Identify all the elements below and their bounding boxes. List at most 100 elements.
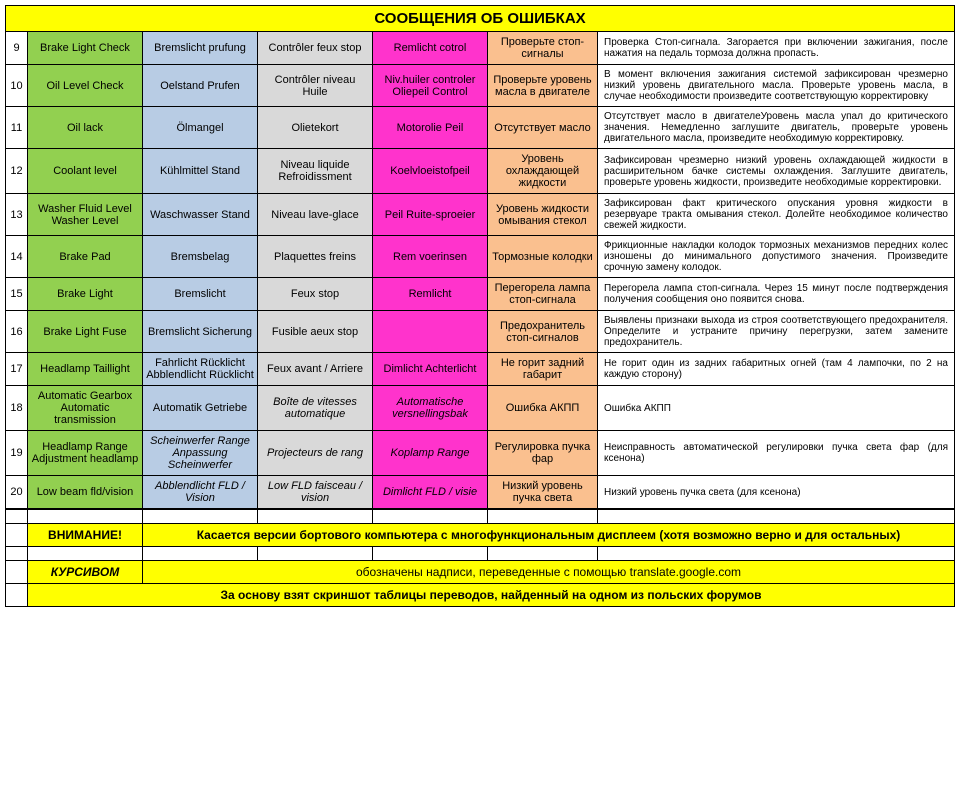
cell-en: Headlamp Range Adjustment headlamp: [28, 431, 143, 476]
cell-desc: Фрикционные накладки колодок тормозных м…: [598, 236, 955, 278]
cell-desc: Не горит один из задних габаритных огней…: [598, 353, 955, 386]
cell-fr: Projecteurs de rang: [258, 431, 373, 476]
cell-nl: Dimlicht FLD / visie: [373, 476, 488, 509]
cell-desc: Проверка Стоп-сигнала. Загорается при вк…: [598, 32, 955, 65]
cell-fr: Niveau liquide Refroidissment: [258, 149, 373, 194]
cell-nl: Remlicht cotrol: [373, 32, 488, 65]
cell-fr: Olietekort: [258, 107, 373, 149]
cell-fr: Feux stop: [258, 278, 373, 311]
table-row: 14Brake PadBremsbelagPlaquettes freinsRe…: [6, 236, 955, 278]
cell-de: Ölmangel: [143, 107, 258, 149]
cell-num: 18: [6, 386, 28, 431]
table-row: 10Oil Level CheckOelstand PrufenContrôle…: [6, 65, 955, 107]
cell-en: Brake Light Fuse: [28, 311, 143, 353]
cell-nl: Niv.huiler controler Oliepeil Control: [373, 65, 488, 107]
cell-desc: Отсутствует масло в двигателеУровень мас…: [598, 107, 955, 149]
cell-en: Automatic Gearbox Automatic transmission: [28, 386, 143, 431]
cell-num: 13: [6, 194, 28, 236]
cell-en: Headlamp Taillight: [28, 353, 143, 386]
cell-desc: Зафиксирован факт критического опускания…: [598, 194, 955, 236]
cell-en: Brake Light: [28, 278, 143, 311]
cell-nl: Automatische versnellingsbak: [373, 386, 488, 431]
cell-nl: Motorolie Peil: [373, 107, 488, 149]
cell-en: Oil Level Check: [28, 65, 143, 107]
cell-fr: Contrôler feux stop: [258, 32, 373, 65]
cell-ru: Ошибка АКПП: [488, 386, 598, 431]
cell-de: Automatik Getriebe: [143, 386, 258, 431]
cell-ru: Регулировка пучка фар: [488, 431, 598, 476]
footer-table: ВНИМАНИЕ! Касается версии бортового комп…: [5, 509, 955, 607]
cell-de: Scheinwerfer Range Anpassung Scheinwerfe…: [143, 431, 258, 476]
table-row: 16Brake Light FuseBremslicht SicherungFu…: [6, 311, 955, 353]
cell-fr: Contrôler niveau Huile: [258, 65, 373, 107]
cell-num: 14: [6, 236, 28, 278]
cell-num: 20: [6, 476, 28, 509]
cell-num: 9: [6, 32, 28, 65]
cell-desc: Перегорела лампа стоп-сигнала. Через 15 …: [598, 278, 955, 311]
cell-de: Waschwasser Stand: [143, 194, 258, 236]
table-row: 12Coolant levelKühlmittel StandNiveau li…: [6, 149, 955, 194]
cell-ru: Предохранитель стоп-сигналов: [488, 311, 598, 353]
cell-en: Brake Light Check: [28, 32, 143, 65]
cell-ru: Тормозные колодки: [488, 236, 598, 278]
cell-en: Coolant level: [28, 149, 143, 194]
cell-fr: Fusible aeux stop: [258, 311, 373, 353]
cell-de: Fahrlicht Rücklicht Abblendlicht Rücklic…: [143, 353, 258, 386]
cell-fr: Feux avant / Arriere: [258, 353, 373, 386]
table-row: 11Oil lackÖlmangelOlietekortMotorolie Pe…: [6, 107, 955, 149]
cell-ru: Проверьте уровень масла в двигателе: [488, 65, 598, 107]
italic-text: обозначены надписи, переведенные с помощ…: [143, 561, 955, 584]
cell-ru: Перегорела лампа стоп-сигнала: [488, 278, 598, 311]
cell-num: 12: [6, 149, 28, 194]
cell-de: Bremsbelag: [143, 236, 258, 278]
table-title: СООБЩЕНИЯ ОБ ОШИБКАХ: [6, 6, 955, 32]
cell-desc: В момент включения зажигания системой за…: [598, 65, 955, 107]
cell-ru: Уровень охлаждающей жидкости: [488, 149, 598, 194]
italic-label: КУРСИВОМ: [28, 561, 143, 584]
cell-fr: Boîte de vitesses automatique: [258, 386, 373, 431]
cell-ru: Уровень жидкости омывания стекол: [488, 194, 598, 236]
table-row: 18Automatic Gearbox Automatic transmissi…: [6, 386, 955, 431]
cell-de: Abblendlicht FLD / Vision: [143, 476, 258, 509]
cell-ru: Низкий уровень пучка света: [488, 476, 598, 509]
cell-num: 11: [6, 107, 28, 149]
cell-en: Washer Fluid Level Washer Level: [28, 194, 143, 236]
cell-nl: Rem voerinsen: [373, 236, 488, 278]
cell-ru: Не горит задний габарит: [488, 353, 598, 386]
cell-de: Oelstand Prufen: [143, 65, 258, 107]
cell-nl: Remlicht: [373, 278, 488, 311]
cell-nl: Dimlicht Achterlicht: [373, 353, 488, 386]
cell-de: Bremslicht prufung: [143, 32, 258, 65]
table-row: 20Low beam fld/visionAbblendlicht FLD / …: [6, 476, 955, 509]
table-row: 17Headlamp TaillightFahrlicht Rücklicht …: [6, 353, 955, 386]
error-messages-table: СООБЩЕНИЯ ОБ ОШИБКАХ 9Brake Light CheckB…: [5, 5, 955, 509]
table-row: 9Brake Light CheckBremslicht prufungCont…: [6, 32, 955, 65]
cell-en: Low beam fld/vision: [28, 476, 143, 509]
cell-nl: Koplamp Range: [373, 431, 488, 476]
source-text: За основу взят скриншот таблицы переводо…: [28, 584, 955, 607]
cell-de: Bremslicht Sicherung: [143, 311, 258, 353]
cell-nl: Peil Ruite-sproeier: [373, 194, 488, 236]
cell-desc: Зафиксирован чрезмерно низкий уровень ох…: [598, 149, 955, 194]
cell-fr: Niveau lave-glace: [258, 194, 373, 236]
attention-text: Касается версии бортового компьютера с м…: [143, 524, 955, 547]
cell-num: 10: [6, 65, 28, 107]
cell-ru: Отсутствует масло: [488, 107, 598, 149]
cell-en: Oil lack: [28, 107, 143, 149]
cell-fr: Plaquettes freins: [258, 236, 373, 278]
cell-desc: Выявлены признаки выхода из строя соотве…: [598, 311, 955, 353]
cell-num: 16: [6, 311, 28, 353]
cell-nl: [373, 311, 488, 353]
cell-desc: Ошибка АКПП: [598, 386, 955, 431]
table-row: 19Headlamp Range Adjustment headlampSche…: [6, 431, 955, 476]
cell-en: Brake Pad: [28, 236, 143, 278]
cell-ru: Проверьте стоп-сигналы: [488, 32, 598, 65]
cell-de: Kühlmittel Stand: [143, 149, 258, 194]
cell-de: Bremslicht: [143, 278, 258, 311]
table-row: 13Washer Fluid Level Washer LevelWaschwa…: [6, 194, 955, 236]
cell-num: 17: [6, 353, 28, 386]
attention-label: ВНИМАНИЕ!: [28, 524, 143, 547]
cell-fr: Low FLD faisceau / vision: [258, 476, 373, 509]
table-row: 15Brake LightBremslichtFeux stopRemlicht…: [6, 278, 955, 311]
cell-nl: Koelvloeistofpeil: [373, 149, 488, 194]
